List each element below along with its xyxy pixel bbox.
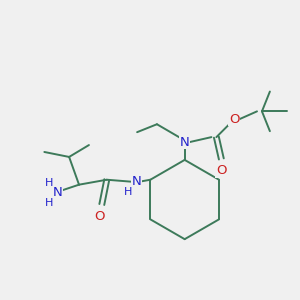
Text: H: H <box>124 187 133 196</box>
Text: O: O <box>216 164 226 177</box>
Text: N: N <box>52 186 62 199</box>
Text: N: N <box>132 175 141 188</box>
Text: O: O <box>94 210 105 223</box>
Text: H: H <box>45 178 53 188</box>
Text: N: N <box>180 136 190 148</box>
Text: O: O <box>229 113 239 126</box>
Text: H: H <box>45 197 53 208</box>
